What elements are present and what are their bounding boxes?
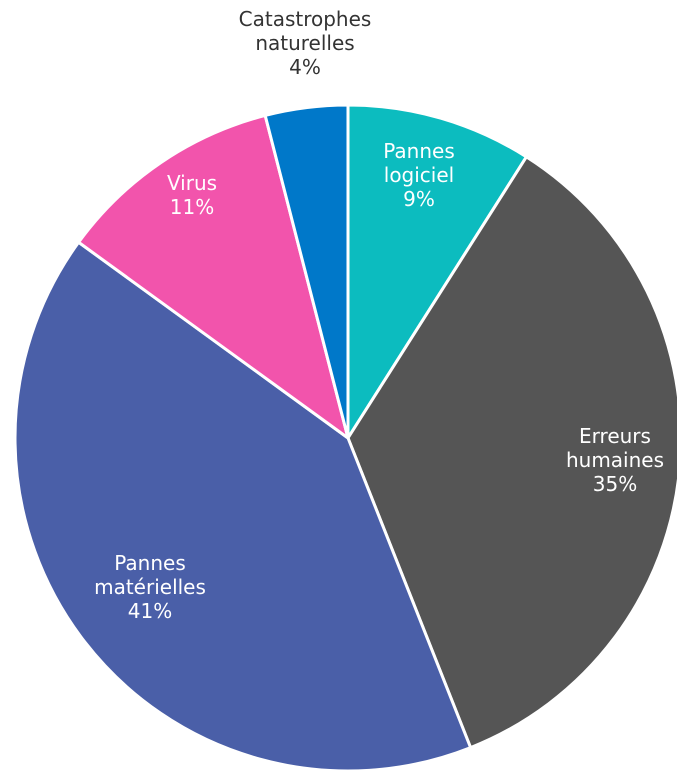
slice-category-label: Virus (167, 171, 217, 195)
slice-percent-label: 41% (128, 599, 172, 623)
pie-slice-0 (346, 103, 529, 444)
slice-label-4: Catastrophes naturelles 4% (239, 7, 372, 79)
slice-category-label: Pannes (114, 551, 186, 575)
pie-slice-4 (263, 103, 350, 439)
slice-label-2: Pannes matérielles 41% (94, 551, 206, 623)
slice-percent-label: 11% (170, 195, 214, 219)
slice-category-label: Pannes (383, 139, 455, 163)
slice-label-0: Pannes logiciel 9% (383, 139, 455, 211)
slice-percent-label: 35% (593, 472, 637, 496)
pie-slice-3 (76, 113, 351, 442)
slice-category-label: matérielles (94, 575, 206, 599)
slice-percent-label: 9% (403, 187, 435, 211)
slice-category-label: naturelles (255, 31, 354, 55)
slice-category-label: logiciel (384, 163, 454, 187)
slice-category-label: humaines (566, 448, 664, 472)
slice-percent-label: 4% (289, 55, 321, 79)
pie-slice-1 (346, 154, 677, 750)
pie-slices (13, 103, 677, 770)
pie-slice-2 (13, 240, 473, 770)
slice-label-1: Erreurs humaines 35% (566, 424, 664, 496)
slice-category-label: Catastrophes (239, 7, 372, 31)
slice-label-3: Virus 11% (167, 171, 217, 219)
pie-labels: Pannes logiciel 9%Erreurs humaines 35%Pannes… (94, 7, 664, 623)
slice-category-label: Erreurs (579, 424, 651, 448)
